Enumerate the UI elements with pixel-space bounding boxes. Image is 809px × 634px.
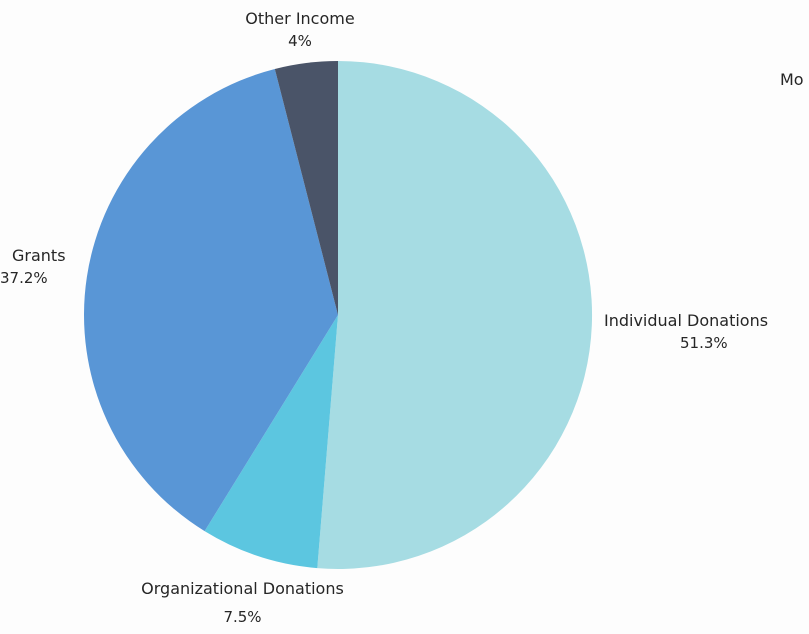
pie-slice-other-income [274,61,338,315]
label-other-income-value: 4% [288,32,312,50]
label-organizational-donations-name: Organizational Donations [141,579,344,598]
label-organizational-donations-value: 7.5% [223,608,262,626]
cropped-edge-text: Mo [780,70,804,89]
label-grants-name: Grants [12,246,66,265]
label-individual-donations-name: Individual Donations [604,311,769,330]
label-organizational-donations: Organizational Donations 7.5% [110,578,375,628]
pie-slice-organizational-donations [204,315,338,569]
pie-slice-grants [84,68,338,532]
pie-slice-individual-donations [317,60,593,569]
label-individual-donations-value: 51.3% [680,334,728,352]
label-other-income-name: Other Income [245,9,355,28]
label-grants: Grants 37.2% [0,245,80,289]
label-other-income: Other Income 4% [225,8,375,52]
label-grants-value: 37.2% [0,269,48,287]
label-individual-donations: Individual Donations 51.3% [604,310,809,354]
pie-slices [84,60,593,569]
